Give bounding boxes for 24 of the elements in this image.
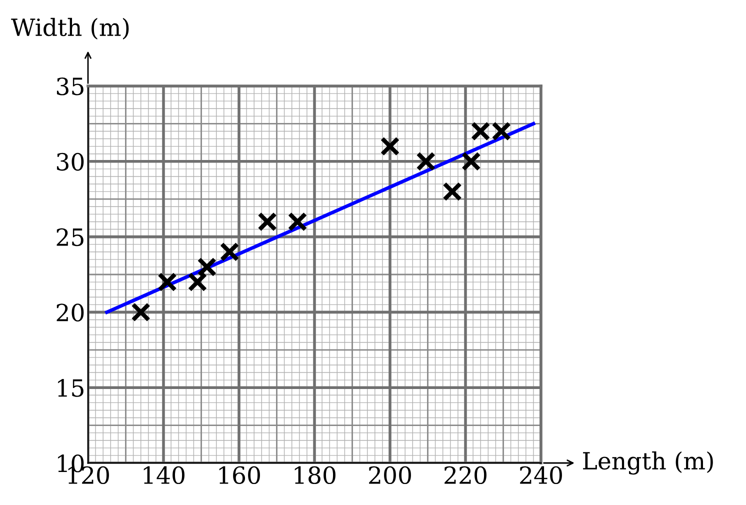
x-tick-label: 220 xyxy=(444,466,486,484)
x-tick-label: 200 xyxy=(369,466,411,484)
y-tick-label: 35 xyxy=(56,77,84,96)
point xyxy=(197,257,217,277)
x-tick-label: 140 xyxy=(144,466,184,484)
y-tick-label: 15 xyxy=(58,379,84,397)
point xyxy=(416,152,436,172)
x-tick-label: 240 xyxy=(520,466,562,484)
x-tick-label: 160 xyxy=(219,466,260,484)
x-tick-label: 180 xyxy=(294,466,336,484)
point xyxy=(461,152,481,172)
y-tick-label: 20 xyxy=(56,304,84,322)
point xyxy=(220,242,240,262)
x-axis-title: Length (m) xyxy=(583,451,713,475)
point xyxy=(380,136,400,156)
point xyxy=(158,272,177,292)
y-tick-label: 30 xyxy=(56,152,84,171)
y-axis-title: Width (m) xyxy=(11,18,129,40)
point xyxy=(131,302,151,322)
point xyxy=(442,182,462,202)
y-tick-label: 25 xyxy=(56,228,84,246)
point xyxy=(288,212,308,232)
point xyxy=(258,212,278,232)
point xyxy=(188,272,208,292)
